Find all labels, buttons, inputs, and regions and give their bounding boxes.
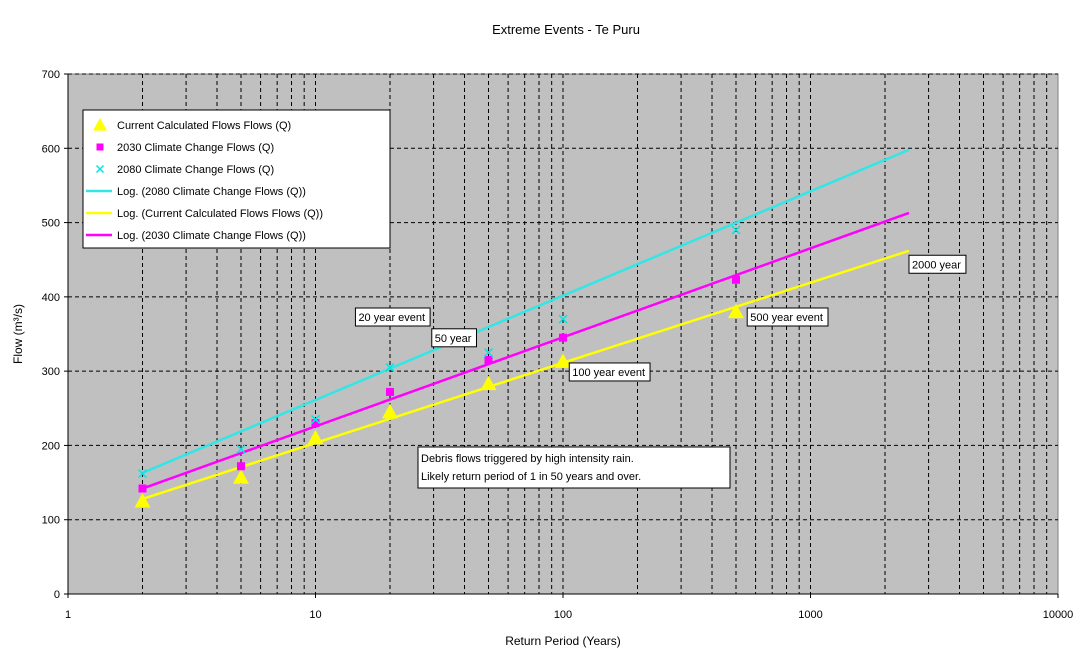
data-point	[558, 314, 568, 324]
y-tick-label: 0	[54, 589, 60, 601]
trendline	[142, 148, 910, 475]
chart-title: Extreme Events - Te Puru	[492, 22, 640, 37]
y-tick-label: 600	[42, 143, 60, 155]
data-point	[310, 414, 321, 424]
note-line-2: Likely return period of 1 in 50 years an…	[421, 471, 641, 483]
y-tick-label: 100	[42, 515, 60, 527]
data-point	[385, 362, 395, 372]
data-point	[559, 333, 567, 342]
annotation-text: 50 year	[435, 333, 472, 345]
annotation-label: 20 year event	[354, 307, 431, 327]
y-axis-label: Flow (m³/s)	[11, 304, 25, 364]
legend-label: 2030 Climate Change Flows (Q)	[117, 142, 274, 154]
data-points	[134, 225, 744, 508]
x-axis-label: Return Period (Years)	[505, 634, 621, 648]
data-point	[483, 348, 494, 358]
annotation-label: 100 year event	[568, 362, 651, 382]
data-point	[138, 484, 147, 493]
legend-label: Current Calculated Flows Flows (Q)	[117, 120, 291, 132]
data-point	[382, 404, 399, 419]
y-tick-label: 400	[42, 292, 60, 304]
data-point	[311, 419, 320, 428]
annotation-label: 50 year	[431, 328, 477, 348]
data-point	[236, 444, 246, 454]
annotation-label: 2000 year	[908, 254, 967, 274]
note-line-1: Debris flows triggered by high intensity…	[421, 453, 634, 465]
data-point	[232, 469, 249, 484]
data-point	[484, 356, 493, 364]
y-tick-label: 200	[42, 440, 60, 452]
trendlines	[142, 148, 910, 501]
x-tick-label: 100	[554, 609, 572, 621]
data-point	[480, 375, 497, 391]
x-tick-label: 1000	[798, 609, 822, 621]
note-box: Debris flows triggered by high intensity…	[417, 446, 731, 489]
data-point	[134, 493, 151, 508]
data-point	[386, 387, 395, 396]
x-tick-label: 10	[309, 609, 321, 621]
legend-label: 2080 Climate Change Flows (Q)	[117, 164, 274, 176]
legend-label: Log. (2080 Climate Change Flows (Q))	[117, 186, 306, 198]
annotation-text: 20 year event	[358, 312, 425, 324]
trendline	[142, 211, 910, 490]
annotation-text: 2000 year	[912, 259, 961, 271]
data-point	[307, 430, 324, 445]
legend-swatch	[93, 118, 107, 131]
trendline	[142, 249, 910, 501]
annotation-label: 500 year event	[746, 307, 829, 327]
data-point	[727, 303, 744, 319]
data-point	[137, 469, 148, 479]
x-tick-label: 10000	[1043, 609, 1074, 621]
data-point	[555, 353, 571, 368]
legend-label: Log. (Current Calculated Flows Flows (Q)…	[117, 208, 323, 220]
legend-label: Log. (2030 Climate Change Flows (Q))	[117, 230, 306, 242]
legend-swatch	[96, 143, 104, 151]
y-tick-label: 500	[42, 218, 60, 230]
data-point	[731, 275, 740, 284]
y-tick-labels: 0 100 200 300 400 500 600 700	[42, 69, 68, 601]
annotations: 20 year event 50 year 100 year event 500 ye…	[354, 254, 967, 382]
y-tick-label: 300	[42, 366, 60, 378]
x-tick-label: 1	[65, 609, 71, 621]
annotation-text: 100 year event	[572, 367, 645, 379]
x-tick-labels: 1 10 100 1000 10000	[65, 594, 1073, 621]
legend: Current Calculated Flows Flows (Q) 2030 C…	[82, 109, 391, 249]
data-point	[731, 225, 741, 235]
legend-swatch	[95, 164, 105, 174]
data-point	[236, 462, 245, 471]
y-tick-label: 700	[42, 69, 60, 81]
annotation-text: 500 year event	[750, 312, 823, 324]
